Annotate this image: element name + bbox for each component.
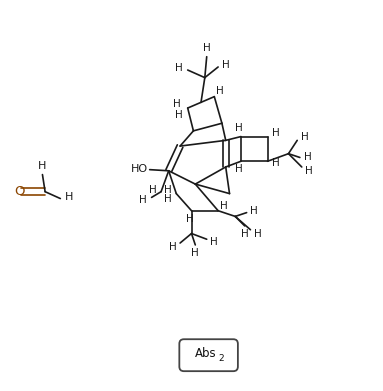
Text: H: H xyxy=(186,214,193,224)
Text: H: H xyxy=(173,99,181,109)
Text: H: H xyxy=(169,242,177,252)
Text: H: H xyxy=(149,185,157,195)
Text: H: H xyxy=(220,201,228,211)
Text: H: H xyxy=(64,192,73,203)
Text: H: H xyxy=(38,161,47,171)
Text: H: H xyxy=(250,206,258,216)
FancyBboxPatch shape xyxy=(179,339,238,371)
Text: H: H xyxy=(222,60,229,70)
Text: Abs: Abs xyxy=(195,347,216,360)
Text: H: H xyxy=(235,123,243,133)
Text: H: H xyxy=(216,86,224,96)
Text: H: H xyxy=(304,152,312,163)
Text: H: H xyxy=(272,128,280,138)
Text: H: H xyxy=(235,164,243,174)
Text: H: H xyxy=(164,185,172,195)
Text: H: H xyxy=(139,196,147,205)
Text: H: H xyxy=(210,237,218,247)
Text: H: H xyxy=(241,229,249,239)
Text: H: H xyxy=(203,43,211,53)
Text: H: H xyxy=(192,248,199,258)
Text: H: H xyxy=(272,158,280,168)
Text: H: H xyxy=(164,194,172,204)
Text: H: H xyxy=(175,110,183,120)
Text: H: H xyxy=(301,132,309,142)
Text: O: O xyxy=(15,185,25,198)
Text: H: H xyxy=(254,228,262,239)
Text: H: H xyxy=(175,63,183,73)
Text: H: H xyxy=(306,166,313,176)
Text: 2: 2 xyxy=(218,354,224,363)
Text: HO: HO xyxy=(131,163,147,174)
